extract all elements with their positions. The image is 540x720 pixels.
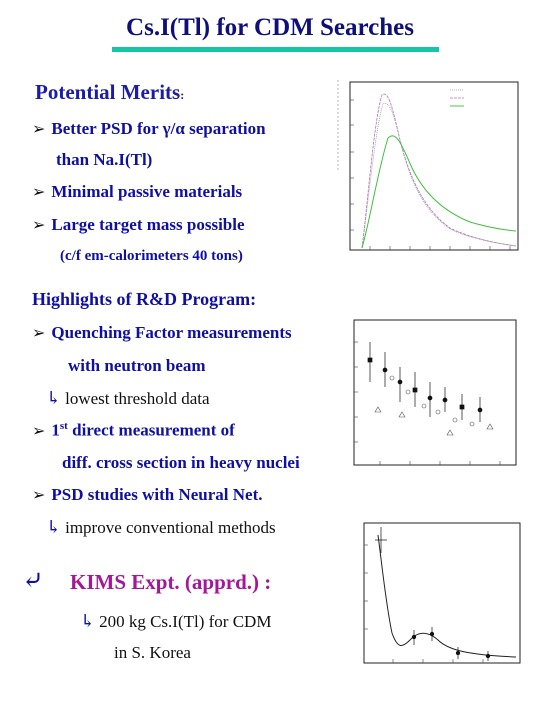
title-underline <box>112 47 439 52</box>
kims-sub2: in S. Korea <box>114 643 191 662</box>
arrowhead-icon: ➢ <box>32 217 46 234</box>
kims-sub1: ↳ 200 kg Cs.I(Tl) for CDM <box>80 611 272 631</box>
highlight-direct-line2: diff. cross section in heavy nuclei <box>62 453 300 472</box>
highlight-qf: ➢ Quenching Factor measurements <box>32 323 292 342</box>
hook-arrow-icon: ↳ <box>80 611 96 631</box>
merits-heading: Potential Merits: <box>35 80 185 104</box>
highlight-direct: ➢ 1st direct measurement of <box>32 420 235 440</box>
highlight-qf-sub: ↳ lowest threshold data <box>46 388 210 408</box>
arrowhead-icon: ➢ <box>32 184 46 201</box>
page-title: Cs.I(Tl) for CDM Searches <box>126 14 414 41</box>
arrowhead-icon: ➢ <box>32 325 46 342</box>
hook-arrow-icon: ↳ <box>46 517 62 537</box>
kims-title: KIMS Expt. (apprd.) : <box>70 570 272 594</box>
highlight-psd-sub: ↳ improve conventional methods <box>46 517 276 537</box>
psd-pulse-plot <box>330 60 530 265</box>
merit-item-mass-line2: (c/f em-calorimeters 40 tons) <box>60 248 243 264</box>
merit-item-mass: ➢ Large target mass possible <box>32 215 245 234</box>
highlight-psd: ➢ PSD studies with Neural Net. <box>32 485 263 504</box>
merit-item-passive: ➢ Minimal passive materials <box>32 182 243 201</box>
highlight-qf-line2: with neutron beam <box>68 356 206 375</box>
arrowhead-icon: ➢ <box>32 121 46 138</box>
quenching-factor-plot <box>340 312 525 477</box>
highlights-heading: Highlights of R&D Program: <box>32 289 257 309</box>
cross-section-plot <box>348 515 528 675</box>
arrowhead-icon: ➢ <box>32 487 46 504</box>
arrowhead-icon: ➢ <box>32 422 46 440</box>
merit-item-psd-line2: than Na.I(Tl) <box>56 150 153 169</box>
hook-arrow-icon: ↳ <box>46 388 62 408</box>
merit-item-psd: ➢ Better PSD for γ/α separation <box>32 119 266 138</box>
hook-arrow-icon: ⤶ <box>22 566 44 595</box>
